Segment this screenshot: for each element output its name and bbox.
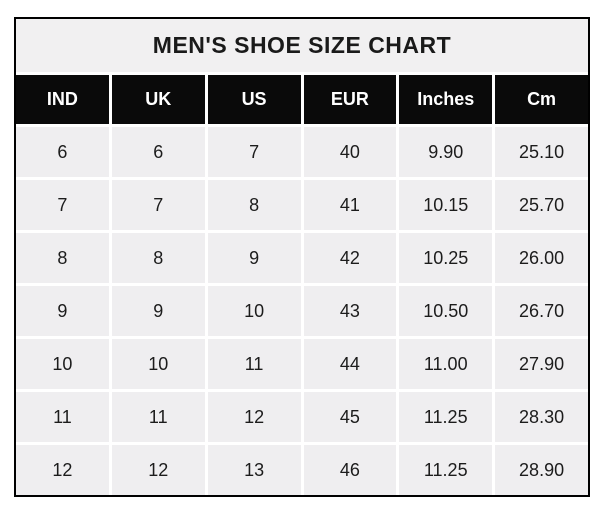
- table-cell: 11.00: [399, 339, 493, 389]
- column-header-us: US: [207, 75, 301, 124]
- table-cell: 11: [207, 339, 301, 389]
- table-row: 10 10 11 44 11.00 27.90: [16, 339, 588, 389]
- table-cell: 12: [111, 445, 205, 495]
- table-cell: 44: [303, 339, 397, 389]
- table-cell: 8: [16, 233, 109, 283]
- table-cell: 12: [207, 392, 301, 442]
- table-cell: 9: [16, 286, 109, 336]
- table-cell: 10.15: [399, 180, 493, 230]
- table-cell: 11: [16, 392, 109, 442]
- table-cell: 27.90: [495, 339, 588, 389]
- column-header-ind: IND: [16, 75, 109, 124]
- table-cell: 9.90: [399, 127, 493, 177]
- table-cell: 11.25: [399, 445, 493, 495]
- table-cell: 10.50: [399, 286, 493, 336]
- table-cell: 41: [303, 180, 397, 230]
- table-row: 9 9 10 43 10.50 26.70: [16, 286, 588, 336]
- table-cell: 9: [111, 286, 205, 336]
- table-cell: 28.30: [495, 392, 588, 442]
- table-cell: 9: [207, 233, 301, 283]
- table-cell: 7: [16, 180, 109, 230]
- table-cell: 40: [303, 127, 397, 177]
- column-header-eur: EUR: [303, 75, 397, 124]
- table-cell: 25.70: [495, 180, 588, 230]
- table-row: 6 6 7 40 9.90 25.10: [16, 127, 588, 177]
- table-cell: 42: [303, 233, 397, 283]
- column-header-uk: UK: [111, 75, 205, 124]
- column-header-cm: Cm: [495, 75, 588, 124]
- shoe-size-chart-table: MEN'S SHOE SIZE CHART IND UK US EUR Inch…: [14, 17, 590, 497]
- table-cell: 26.70: [495, 286, 588, 336]
- header-row: IND UK US EUR Inches Cm: [16, 75, 588, 124]
- table-cell: 43: [303, 286, 397, 336]
- table-title: MEN'S SHOE SIZE CHART: [16, 19, 588, 72]
- table-cell: 6: [16, 127, 109, 177]
- table-cell: 7: [111, 180, 205, 230]
- table-cell: 26.00: [495, 233, 588, 283]
- table-cell: 8: [207, 180, 301, 230]
- table-cell: 11: [111, 392, 205, 442]
- table-cell: 10: [207, 286, 301, 336]
- table-row: 8 8 9 42 10.25 26.00: [16, 233, 588, 283]
- table-cell: 10: [111, 339, 205, 389]
- table-cell: 45: [303, 392, 397, 442]
- table-row: 12 12 13 46 11.25 28.90: [16, 445, 588, 495]
- table-cell: 10.25: [399, 233, 493, 283]
- table-cell: 46: [303, 445, 397, 495]
- table-cell: 8: [111, 233, 205, 283]
- table-cell: 7: [207, 127, 301, 177]
- table-cell: 11.25: [399, 392, 493, 442]
- table-row: 7 7 8 41 10.15 25.70: [16, 180, 588, 230]
- column-header-inches: Inches: [399, 75, 493, 124]
- table-cell: 13: [207, 445, 301, 495]
- table-row: 11 11 12 45 11.25 28.30: [16, 392, 588, 442]
- table-cell: 28.90: [495, 445, 588, 495]
- table-cell: 12: [16, 445, 109, 495]
- table-cell: 6: [111, 127, 205, 177]
- table-cell: 10: [16, 339, 109, 389]
- table-cell: 25.10: [495, 127, 588, 177]
